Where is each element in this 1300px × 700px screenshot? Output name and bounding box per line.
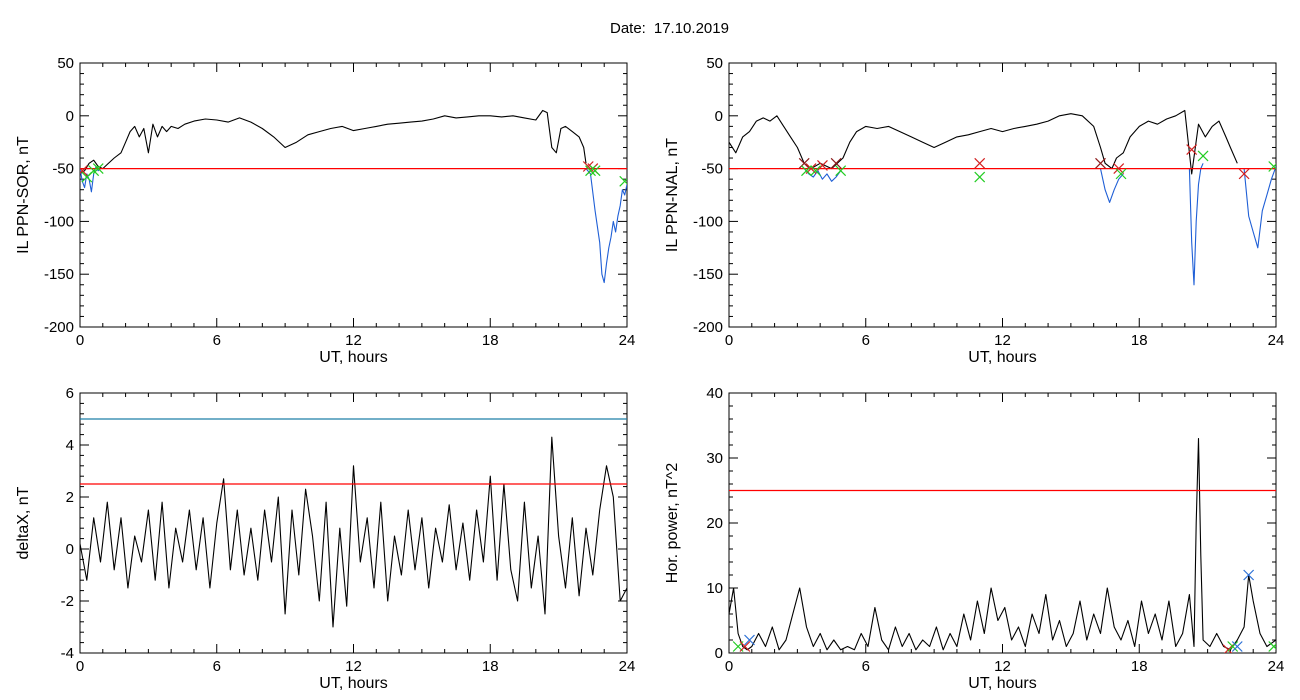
series-line-black: [80, 436, 627, 628]
plot-area: [80, 109, 627, 284]
x-tick-label: 12: [345, 658, 362, 675]
y-tick-label: 2: [66, 489, 74, 506]
y-tick-label: -200: [44, 319, 74, 336]
marker-blue: [1243, 569, 1255, 581]
plot-frame: [728, 392, 1277, 654]
marker-red: [1186, 144, 1198, 156]
marker-green: [974, 171, 986, 183]
x-tick-label: 18: [1131, 658, 1148, 675]
y-tick-label: -200: [693, 319, 723, 336]
marker-blue: [1231, 641, 1243, 652]
x-axis-label: UT, hours: [319, 675, 387, 692]
x-tick-label: 6: [862, 658, 870, 675]
x-tick-label: 6: [862, 332, 870, 349]
marker-green: [1115, 168, 1127, 180]
marker-green: [1268, 161, 1276, 172]
y-axis-label: deltaX, nT: [15, 486, 32, 559]
marker-blue: [744, 634, 755, 646]
y-tick-label: -50: [52, 161, 74, 178]
plot-area: [80, 418, 627, 628]
y-tick-label: 0: [66, 541, 74, 558]
series-line-blue: [585, 168, 627, 284]
y-tick-label: -150: [693, 266, 723, 283]
y-tick-label: -50: [701, 161, 723, 178]
panel-il-ppn-nal: 0 6 12 18 24 -200 -150 -100 -50 0 50 UT, hours IL PP…: [664, 55, 1284, 366]
y-tick-label: 20: [706, 515, 723, 532]
marker-green: [1268, 641, 1276, 652]
x-tick-label: 0: [725, 332, 733, 349]
marker-red: [817, 160, 828, 171]
y-tick-label: -4: [61, 645, 74, 662]
series-line-black: [80, 109, 587, 175]
y-tick-label: -100: [44, 213, 74, 230]
marker-green: [1227, 641, 1239, 652]
marker-green: [619, 175, 627, 187]
marker-green: [1197, 150, 1209, 162]
date-label: Date: 17.10.2019: [610, 20, 729, 37]
marker-red: [974, 157, 986, 169]
marker-dark-red: [798, 157, 810, 169]
y-tick-label: -100: [693, 213, 723, 230]
marker-red: [1113, 163, 1125, 175]
series-line-blue: [1099, 168, 1124, 203]
x-tick-label: 12: [345, 332, 362, 349]
y-tick-label: 6: [66, 385, 74, 402]
y-axis-label: IL PPN-NAL, nT: [664, 138, 681, 252]
plot-area: [729, 109, 1276, 286]
marker-red: [1238, 168, 1250, 180]
x-tick-label: 0: [725, 658, 733, 675]
y-tick-label: 50: [57, 55, 74, 72]
marker-green: [92, 163, 104, 175]
marker-red: [1222, 644, 1234, 653]
marker-green: [585, 165, 596, 177]
x-tick-label: 24: [619, 332, 636, 349]
y-tick-label: 0: [715, 645, 723, 662]
y-tick-label: 0: [715, 108, 723, 125]
series-line-black: [729, 109, 1238, 175]
x-tick-label: 0: [76, 332, 84, 349]
marker-green: [810, 165, 822, 177]
x-axis-label: UT, hours: [968, 675, 1036, 692]
x-tick-label: 24: [619, 658, 636, 675]
x-tick-label: 6: [213, 658, 221, 675]
y-tick-label: 0: [66, 108, 74, 125]
y-tick-label: 40: [706, 385, 723, 402]
plot-frame: [728, 62, 1277, 328]
panel-hor-power: 0 6 12 18 24 0 10 20 30 40 UT, hours Hor. power, nT…: [664, 385, 1284, 692]
series-line-black: [729, 437, 1276, 651]
y-axis-label: Hor. power, nT^2: [664, 463, 681, 584]
marker-green: [835, 165, 847, 177]
plot-frame: [79, 62, 628, 328]
series-line-blue: [1188, 163, 1204, 286]
y-tick-label: 30: [706, 450, 723, 467]
marker-dark-red: [830, 157, 842, 169]
marker-red: [739, 641, 751, 652]
y-tick-label: -150: [44, 266, 74, 283]
x-tick-label: 18: [482, 658, 499, 675]
x-tick-label: 12: [994, 332, 1011, 349]
series-line-blue: [1243, 166, 1276, 249]
x-axis-label: UT, hours: [968, 349, 1036, 366]
x-tick-label: 6: [213, 332, 221, 349]
x-tick-label: 24: [1268, 332, 1285, 349]
y-tick-label: 4: [66, 437, 74, 454]
y-tick-label: 10: [706, 580, 723, 597]
x-tick-label: 24: [1268, 658, 1285, 675]
x-tick-label: 0: [76, 658, 84, 675]
x-tick-label: 12: [994, 658, 1011, 675]
marker-green: [801, 165, 812, 177]
y-axis-label: IL PPN-SOR, nT: [15, 136, 32, 254]
marker-red: [80, 165, 88, 177]
x-tick-label: 18: [1131, 332, 1148, 349]
x-tick-label: 18: [482, 332, 499, 349]
panel-il-ppn-sor: 0 6 12 18 24 -200 -150 -100 -50 0 50 UT, hours IL PP…: [15, 55, 635, 366]
y-tick-label: 50: [706, 55, 723, 72]
marker-green: [589, 165, 601, 177]
x-axis-label: UT, hours: [319, 349, 387, 366]
plot-area: [729, 437, 1276, 653]
y-tick-label: -2: [61, 593, 74, 610]
marker-dark-red: [1095, 157, 1106, 169]
